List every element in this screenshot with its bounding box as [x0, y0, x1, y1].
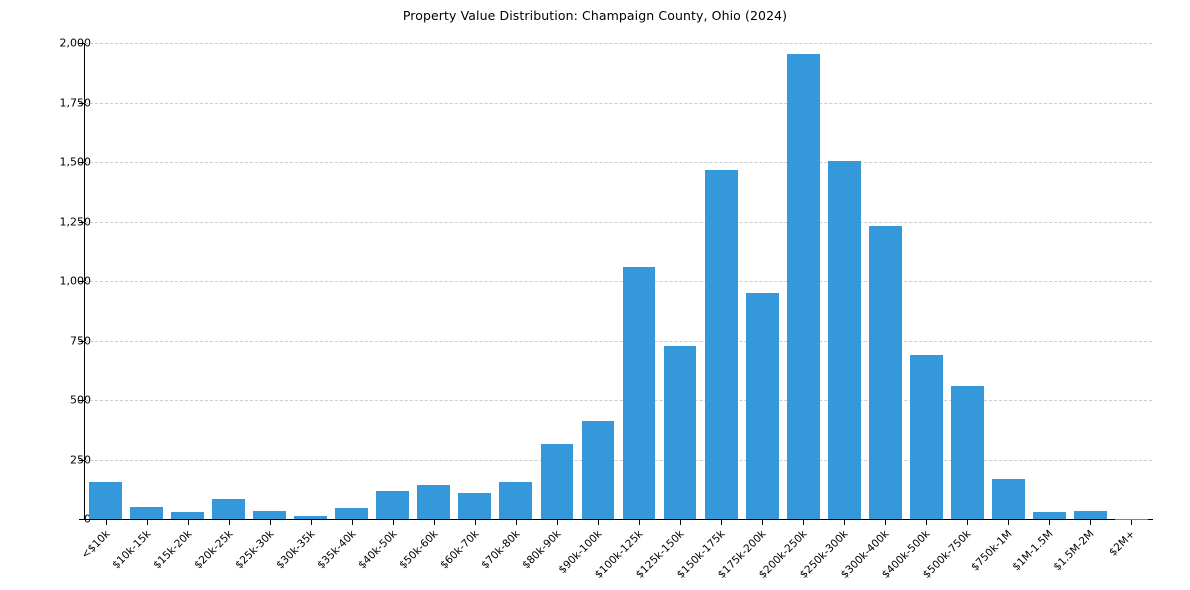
bar	[294, 516, 328, 519]
x-axis-tick-mark	[639, 520, 641, 525]
x-axis-tick-label: $60k-70k	[437, 528, 482, 572]
gridline	[85, 459, 1152, 461]
x-axis-tick-mark	[885, 520, 887, 525]
x-axis-tick-label: $1.5M-2M	[1051, 528, 1097, 574]
x-axis-tick-mark	[1131, 520, 1133, 525]
x-axis-tick-mark	[762, 520, 764, 525]
gridline	[85, 43, 1152, 44]
y-axis-tick-mark	[79, 281, 84, 282]
x-axis-tick-mark	[433, 520, 435, 525]
y-axis-tick-label: 1,000	[59, 274, 92, 288]
bar	[253, 511, 287, 519]
y-axis-tick-mark	[79, 340, 84, 342]
y-axis-tick-label: 1,250	[59, 215, 92, 228]
bar	[1074, 511, 1107, 519]
y-axis-tick-mark	[79, 221, 84, 223]
gridline	[85, 281, 1152, 282]
gridline	[85, 162, 1152, 163]
y-axis-tick-label: 2,000	[59, 36, 92, 50]
x-axis-tick-label: $25k-30k	[232, 528, 277, 572]
y-axis-line	[84, 43, 85, 520]
plot-area	[85, 43, 1152, 519]
x-axis-tick-label: $2M+	[1107, 528, 1138, 559]
x-axis-tick-mark	[269, 520, 271, 525]
bar	[458, 492, 492, 519]
bar	[950, 386, 984, 519]
x-axis-tick-mark	[515, 520, 517, 525]
bar	[745, 292, 779, 519]
x-axis-tick-mark	[1008, 520, 1010, 525]
x-axis-tick-mark	[146, 520, 148, 525]
y-axis-tick-label: 0	[84, 512, 91, 526]
x-axis-tick-mark	[474, 520, 476, 525]
y-axis-tick-label: 1,750	[59, 96, 92, 109]
x-axis-tick-mark	[228, 520, 230, 525]
x-axis-tick-mark	[1090, 520, 1092, 525]
bar	[786, 54, 820, 519]
x-axis-tick-label: $750k-1M	[969, 528, 1015, 574]
bar	[130, 507, 163, 519]
bar	[89, 482, 122, 519]
bar	[991, 478, 1025, 519]
y-axis-tick-label: 1,500	[59, 155, 92, 169]
bar	[827, 160, 861, 519]
gridline	[85, 221, 1152, 223]
y-axis-tick-mark	[79, 459, 84, 461]
x-axis-tick-label: <$10k	[78, 528, 113, 562]
bar	[335, 508, 369, 519]
y-axis-tick-mark	[79, 400, 84, 401]
bar	[540, 444, 574, 519]
x-axis-tick-mark	[680, 520, 682, 525]
chart-title: Property Value Distribution: Champaign C…	[402, 8, 788, 23]
bar	[212, 499, 246, 519]
x-axis-tick-label: $20k-25k	[191, 528, 236, 572]
x-axis-tick-label: $30k-35k	[273, 528, 318, 572]
x-axis-tick-label: $10k-15k	[109, 528, 154, 572]
x-axis-tick-mark	[803, 520, 805, 525]
gridline	[85, 340, 1152, 342]
x-axis-tick-mark	[1049, 520, 1051, 525]
bar	[581, 420, 615, 519]
x-axis-line	[85, 519, 1153, 520]
y-axis-tick-mark	[79, 43, 84, 44]
gridline	[85, 400, 1152, 401]
bar	[868, 225, 902, 519]
bar	[663, 345, 697, 519]
x-axis-tick-mark	[967, 520, 969, 525]
x-axis-tick-label: $50k-60k	[396, 528, 441, 572]
bar	[171, 512, 204, 519]
x-axis-tick-mark	[721, 520, 723, 525]
bar	[909, 355, 943, 519]
bar	[622, 267, 656, 519]
bar	[376, 491, 410, 519]
y-axis-tick-mark	[79, 162, 84, 163]
x-axis-tick-label: $40k-50k	[355, 528, 400, 572]
x-axis-tick-mark	[392, 520, 394, 525]
x-axis-tick-mark	[844, 520, 846, 525]
x-axis-tick-mark	[105, 520, 107, 525]
x-axis-tick-mark	[351, 520, 353, 525]
x-axis-tick-label: $15k-20k	[150, 528, 195, 572]
bar	[704, 170, 738, 519]
y-axis-tick-mark	[79, 102, 84, 104]
gridline	[85, 102, 1152, 104]
y-axis-tick-mark	[79, 519, 84, 520]
bar	[1032, 512, 1066, 519]
x-axis-tick-label: $35k-40k	[314, 528, 359, 572]
x-axis-tick-label: $80k-90k	[520, 528, 564, 572]
x-axis-tick-mark	[926, 520, 928, 525]
x-axis-tick-label: $70k-80k	[478, 528, 523, 572]
x-axis-tick-mark	[310, 520, 312, 525]
x-axis-tick-mark	[597, 520, 599, 525]
bar	[499, 482, 533, 519]
bar	[417, 485, 451, 519]
x-axis-tick-mark	[187, 520, 189, 525]
x-axis-tick-label: $1M-1.5M	[1010, 528, 1056, 574]
x-axis-tick-mark	[556, 520, 558, 525]
